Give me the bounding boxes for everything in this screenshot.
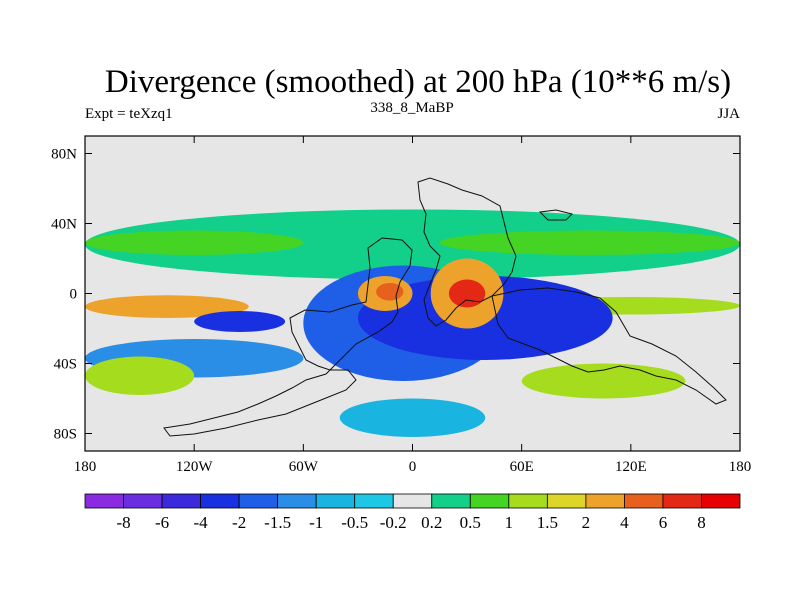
colorbar-label: 0.2: [421, 513, 442, 532]
colorbar-swatch: [662, 493, 702, 509]
field-region: [85, 209, 740, 280]
colorbar-label: 1: [505, 513, 514, 532]
coastline-outlines: [163, 177, 727, 437]
colorbar-label: -1: [309, 513, 323, 532]
field-region: [521, 363, 686, 399]
x-tick-label: 60E: [510, 459, 534, 475]
coastline-island: [538, 209, 573, 221]
field-region: [194, 311, 286, 332]
colorbar-label: 0.5: [460, 513, 481, 532]
y-tick-label: 40N: [51, 217, 77, 233]
colorbar-swatch: [469, 493, 510, 509]
axis-ticks: 180 120W 60W 0 60E 120E 180 80N 40N 0 40S 80S: [51, 136, 751, 475]
colorbar-swatch: [701, 493, 741, 509]
colorbar-label: 2: [582, 513, 591, 532]
colorbar-label: -4: [194, 513, 209, 532]
coastline-asia: [491, 287, 727, 405]
right-string: JJA: [717, 106, 740, 122]
field-region: [85, 230, 304, 255]
colorbar-swatch: [354, 493, 394, 509]
colorbar-swatch: [161, 493, 201, 509]
chart-title: Divergence (smoothed) at 200 hPa (10**6 …: [105, 64, 731, 100]
colorbar-swatch: [546, 493, 587, 509]
field-region: [85, 295, 249, 318]
x-tick-label: 180: [729, 459, 752, 475]
colorbar-label: 1.5: [537, 513, 558, 532]
y-tick-label: 80N: [51, 147, 77, 163]
colorbar-label: -0.2: [380, 513, 407, 532]
coastline-americas: [163, 237, 413, 437]
colorbar-swatch: [123, 493, 163, 509]
colorbar-swatch: [200, 493, 240, 509]
coastline-europe-africa: [417, 177, 517, 327]
y-tick-label: 0: [70, 287, 78, 303]
colorbar-swatch: [84, 493, 124, 509]
x-tick-label: 120E: [615, 459, 647, 475]
colorbar-swatch: [392, 493, 433, 509]
x-tick-label: 120W: [176, 459, 214, 475]
colorbar-swatch: [585, 493, 625, 509]
colorbar: -8 -6 -4 -2 -1.5 -1 -0.5 -0.2 0.2 0.5 1 1.5 2 4 6 8: [84, 493, 741, 532]
colorbar-swatch: [277, 493, 317, 509]
field-region: [376, 283, 404, 301]
colorbar-label: 6: [659, 513, 668, 532]
field-region: [85, 356, 195, 395]
colorbar-swatch: [431, 493, 471, 509]
colorbar-swatch: [624, 493, 664, 509]
colorbar-label: -2: [232, 513, 246, 532]
field-region: [448, 279, 486, 308]
colorbar-label: 8: [697, 513, 706, 532]
field-region: [439, 230, 740, 255]
x-tick-label: 0: [409, 459, 417, 475]
y-tick-label: 80S: [54, 427, 77, 443]
colorbar-label: 4: [620, 513, 629, 532]
colorbar-label: -6: [155, 513, 169, 532]
colorbar-swatch: [315, 493, 356, 509]
colorbar-label: -1.5: [264, 513, 291, 532]
colorbar-label: -8: [116, 513, 130, 532]
y-tick-label: 40S: [54, 357, 77, 373]
center-string: 338_8_MaBP: [370, 100, 453, 116]
colorbar-swatch: [508, 493, 548, 509]
left-string: Expt = teXzq1: [85, 106, 173, 122]
divergence-field: [85, 209, 740, 437]
x-tick-label: 180: [74, 459, 97, 475]
x-tick-label: 60W: [289, 459, 319, 475]
field-region: [339, 398, 486, 437]
colorbar-swatch: [238, 493, 279, 509]
colorbar-label: -0.5: [341, 513, 368, 532]
